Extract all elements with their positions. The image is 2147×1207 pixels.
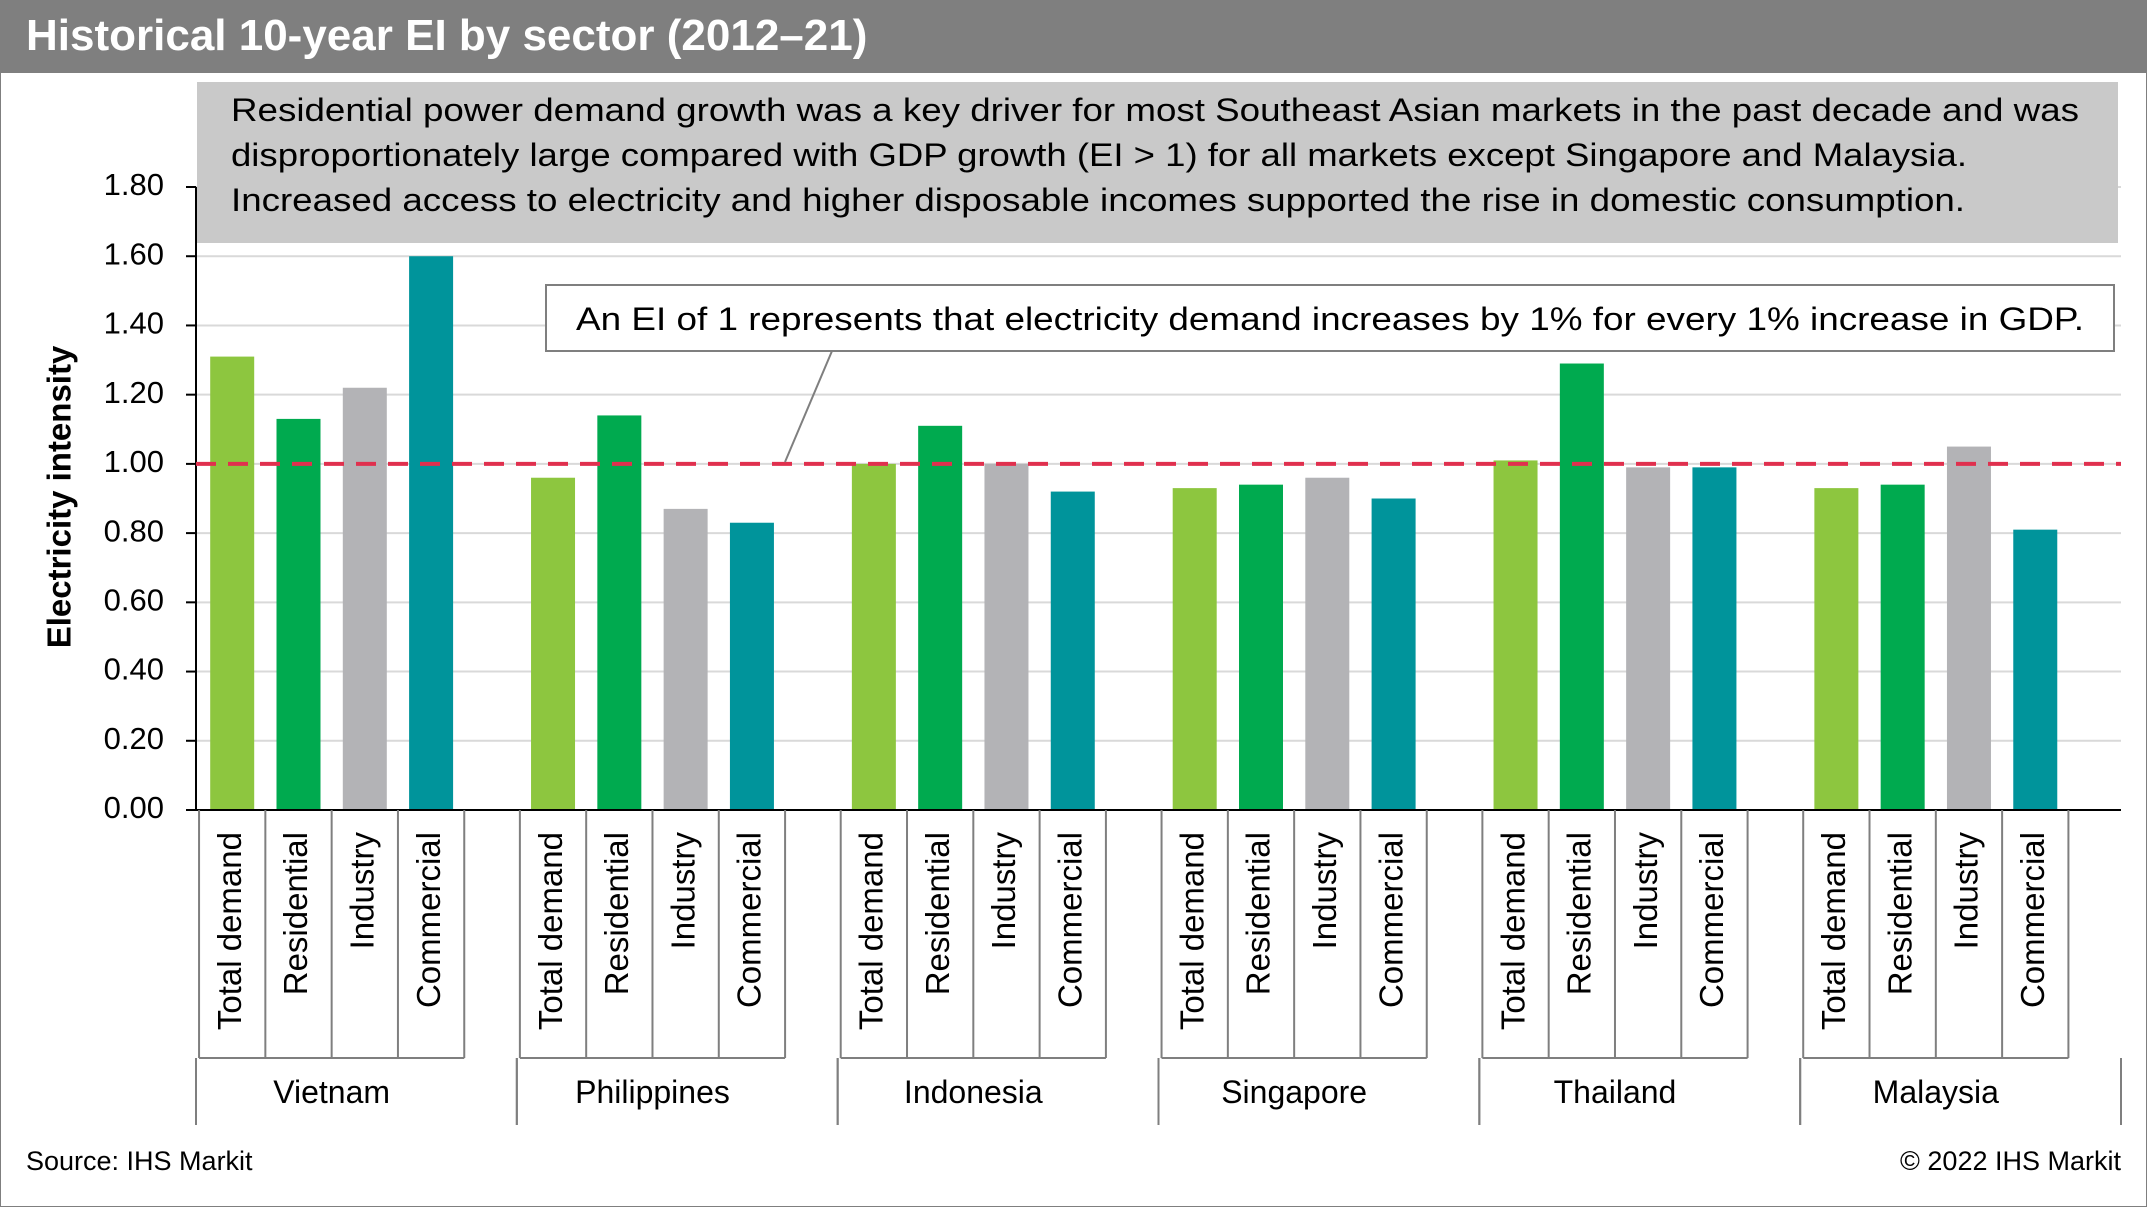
y-tick-label: 1.00: [104, 444, 164, 479]
bar: [984, 463, 1029, 810]
bar: [1814, 488, 1859, 810]
bar: [1371, 498, 1416, 810]
bar: [918, 425, 963, 810]
x-category-labels: Total demand Residential Industry Commercia…: [211, 832, 2051, 1031]
bar: [409, 256, 454, 810]
chart-title: Historical 10-year EI by sector (2012–21…: [26, 11, 868, 60]
group-label: Vietnam: [273, 1074, 390, 1110]
x-tick-label: Industry: [1306, 832, 1343, 950]
y-tick-label: 1.60: [104, 236, 164, 271]
summary-callout: Residential power demand growth was a ke…: [197, 82, 2118, 243]
x-tick-label: Commercial: [1372, 832, 1409, 1008]
x-tick-label: Industry: [1948, 832, 1985, 950]
bar: [2013, 529, 2058, 810]
y-tick-label: 1.80: [104, 167, 164, 202]
x-tick-label: Residential: [1881, 832, 1918, 995]
summary-line-1: Residential power demand growth was a ke…: [231, 92, 2079, 128]
y-tick-label: 1.40: [104, 306, 164, 341]
bar: [1305, 477, 1350, 810]
copyright-note: © 2022 IHS Markit: [1900, 1146, 2121, 1176]
group-label: Philippines: [575, 1074, 730, 1110]
axes: [186, 186, 2122, 1125]
x-tick-label: Commercial: [1051, 832, 1088, 1008]
x-tick-label: Commercial: [731, 832, 768, 1008]
x-tick-label: Commercial: [2014, 832, 2051, 1008]
summary-line-2: disproportionately large compared with G…: [231, 137, 1967, 173]
x-tick-label: Industry: [664, 832, 701, 950]
x-group-labels: Vietnam Philippines Indonesia Singapore Thai…: [273, 1074, 1999, 1110]
x-tick-label: Total demand: [1494, 832, 1531, 1030]
bar: [1239, 484, 1283, 810]
y-tick-label: 0.40: [104, 652, 164, 687]
x-tick-label: Residential: [919, 832, 956, 995]
bar: [1880, 484, 1925, 810]
bar: [597, 415, 642, 810]
source-note: Source: IHS Markit: [26, 1146, 253, 1176]
group-label: Indonesia: [904, 1074, 1043, 1110]
x-tick-label: Industry: [344, 832, 381, 950]
y-tick-label: 0.80: [104, 513, 164, 548]
x-tick-label: Residential: [277, 832, 314, 995]
x-tick-label: Residential: [598, 832, 635, 995]
bar: [276, 418, 321, 810]
title-bar: Historical 10-year EI by sector (2012–21…: [0, 0, 2147, 73]
x-tick-label: Residential: [1561, 832, 1598, 995]
summary-line-3: Increased access to electricity and high…: [231, 182, 1965, 218]
bar: [663, 508, 708, 810]
bar: [1172, 488, 1217, 810]
bar: [1493, 460, 1538, 810]
x-tick-label: Total demand: [1173, 832, 1210, 1030]
reference-note-callout: An EI of 1 represents that electricity d…: [545, 284, 2115, 463]
x-tick-label: Industry: [1627, 832, 1664, 950]
x-tick-label: Commercial: [410, 832, 447, 1008]
x-tick-label: Total demand: [532, 832, 569, 1030]
y-tick-label: 0.20: [104, 721, 164, 756]
x-tick-label: Industry: [985, 832, 1022, 950]
callout-leader-line: [784, 350, 833, 463]
group-label: Singapore: [1221, 1074, 1367, 1110]
group-label: Thailand: [1554, 1074, 1677, 1110]
bar: [210, 356, 255, 810]
bar: [1559, 363, 1604, 810]
y-tick-label: 0.60: [104, 583, 164, 618]
group-label: Malaysia: [1873, 1074, 1999, 1110]
y-axis-label: Electricity intensity: [41, 345, 78, 648]
bar: [1946, 446, 1991, 810]
bar: [851, 463, 896, 810]
y-tick-labels: 0.00 0.20 0.40 0.60 0.80 1.00 1.20 1.40 1.60 1.80: [104, 167, 164, 825]
x-tick-label: Total demand: [1815, 832, 1852, 1030]
gridlines: [196, 186, 2121, 742]
bar: [1692, 467, 1737, 810]
x-tick-label: Residential: [1240, 832, 1277, 995]
bar: [531, 477, 576, 810]
y-tick-label: 0.00: [104, 790, 164, 825]
reference-note-text: An EI of 1 represents that electricity d…: [576, 301, 2084, 337]
x-tick-label: Total demand: [853, 832, 890, 1030]
bar: [729, 522, 774, 810]
bar: [1050, 491, 1095, 810]
bars: [210, 256, 2058, 810]
x-tick-label: Commercial: [1693, 832, 1730, 1008]
x-tick-label: Total demand: [211, 832, 248, 1030]
bar: [1626, 467, 1671, 810]
bar: [342, 387, 387, 810]
y-tick-label: 1.20: [104, 375, 164, 410]
